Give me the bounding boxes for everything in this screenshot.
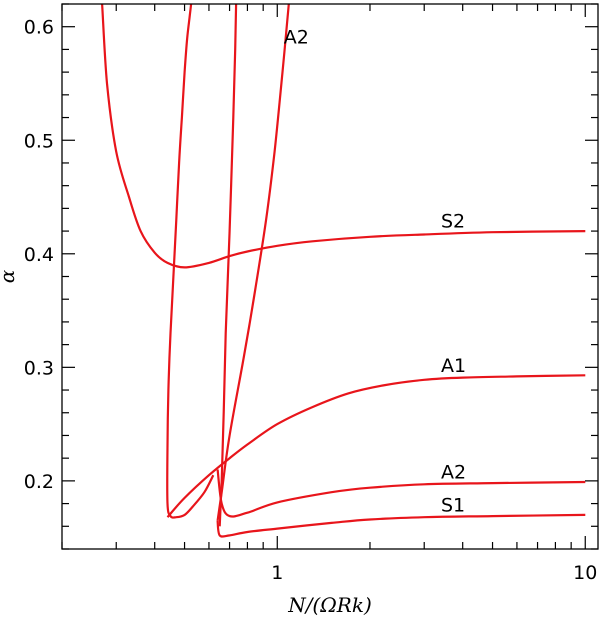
y-tick-label: 0.3: [24, 357, 54, 379]
curve-labels: A2 S2 A1 A2 S1: [284, 27, 466, 517]
y-tick-label: 0.5: [24, 130, 54, 152]
curve-5: [218, 4, 238, 527]
y-axis-title: α: [0, 269, 19, 283]
curve-label: A2: [441, 462, 466, 484]
axis-tick-labels: 1 10 0.2 0.3 0.4 0.5 0.6: [24, 17, 598, 584]
x-tick-label: 1: [271, 562, 283, 584]
curve-6: [216, 513, 586, 538]
curve-label: S1: [441, 495, 465, 517]
y-tick-label: 0.4: [24, 244, 54, 266]
curve-4: [216, 469, 586, 518]
axis-ticks: [61, 3, 598, 550]
x-axis-title: N/(ΩRk): [287, 593, 372, 617]
y-tick-label: 0.2: [24, 471, 54, 493]
curve-2: [101, 4, 586, 269]
y-tick-label: 0.6: [24, 17, 54, 39]
curve-label: A2: [284, 27, 309, 49]
curve-3: [166, 374, 586, 518]
curve-label: S2: [441, 211, 465, 233]
x-tick-label: 10: [573, 562, 597, 584]
curve-label: A1: [441, 355, 466, 377]
curve-1: [166, 4, 215, 519]
curve-7: [216, 4, 290, 521]
curves: [101, 4, 586, 538]
